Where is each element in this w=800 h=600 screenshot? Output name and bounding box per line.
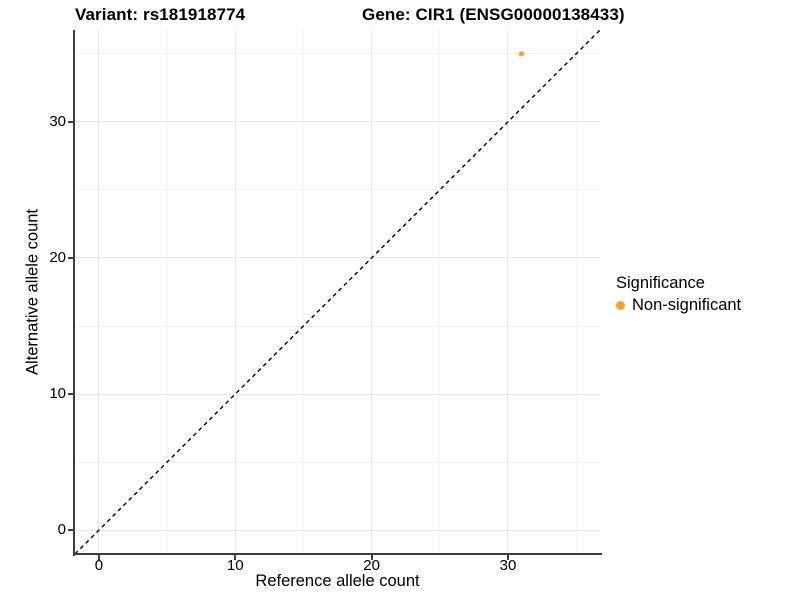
gridline-major-h — [75, 529, 600, 531]
legend-key-dot-icon — [616, 301, 625, 310]
gridline-minor-v — [166, 30, 168, 554]
y-tick-label: 10 — [49, 385, 66, 403]
legend-item-label: Non-significant — [632, 296, 742, 314]
y-tick-mark — [68, 120, 73, 123]
plot-layer — [75, 30, 600, 554]
y-axis-title: Alternative allele count — [23, 208, 42, 376]
x-tick-label: 0 — [94, 557, 104, 574]
x-tick-mark — [370, 555, 373, 560]
data-points-layer — [518, 51, 525, 57]
legend-item-non-significant: Non-significant — [616, 296, 791, 315]
gridline-minor-v — [575, 30, 577, 554]
gridline-major-h — [75, 121, 600, 123]
x-tick-label: 20 — [363, 557, 380, 574]
legend-title: Significance — [616, 274, 705, 292]
gridline-minor-v — [302, 30, 304, 554]
y-tick-mark — [68, 393, 73, 396]
gridline-major-h — [75, 393, 600, 395]
y-tick-mark — [68, 256, 73, 259]
x-axis-title: Reference allele count — [255, 572, 420, 590]
gridline-major-v — [371, 30, 373, 554]
gridline-minor-h — [75, 53, 600, 55]
x-tick-mark — [97, 555, 100, 560]
plot-title-gene: Gene: CIR1 (ENSG00000138433) — [362, 5, 625, 24]
x-axis-line — [73, 553, 602, 555]
gridline-major-v — [98, 30, 100, 554]
x-tick-mark — [234, 555, 237, 560]
y-axis-line — [73, 30, 75, 556]
x-tick-label: 30 — [499, 557, 517, 574]
y-tick-label: 20 — [49, 248, 66, 266]
y-tick-label: 0 — [57, 521, 66, 539]
gridline-major-v — [507, 30, 509, 554]
data-point — [518, 51, 525, 57]
gridline-minor-h — [75, 325, 600, 327]
x-tick-mark — [506, 555, 509, 560]
y-tick-label: 30 — [49, 112, 66, 130]
identity-dashed-line — [75, 30, 600, 554]
legend: Significance Non-significant — [616, 273, 791, 315]
gridline-major-v — [234, 30, 236, 554]
gridline-major-h — [75, 257, 600, 259]
plot-title-variant: Variant: rs181918774 — [75, 5, 246, 24]
gridline-minor-v — [439, 30, 441, 554]
plot-panel — [75, 30, 600, 554]
gridline-minor-h — [75, 461, 600, 463]
x-tick-label: 10 — [226, 557, 244, 574]
gridline-minor-h — [75, 189, 600, 191]
y-tick-mark — [68, 529, 73, 532]
